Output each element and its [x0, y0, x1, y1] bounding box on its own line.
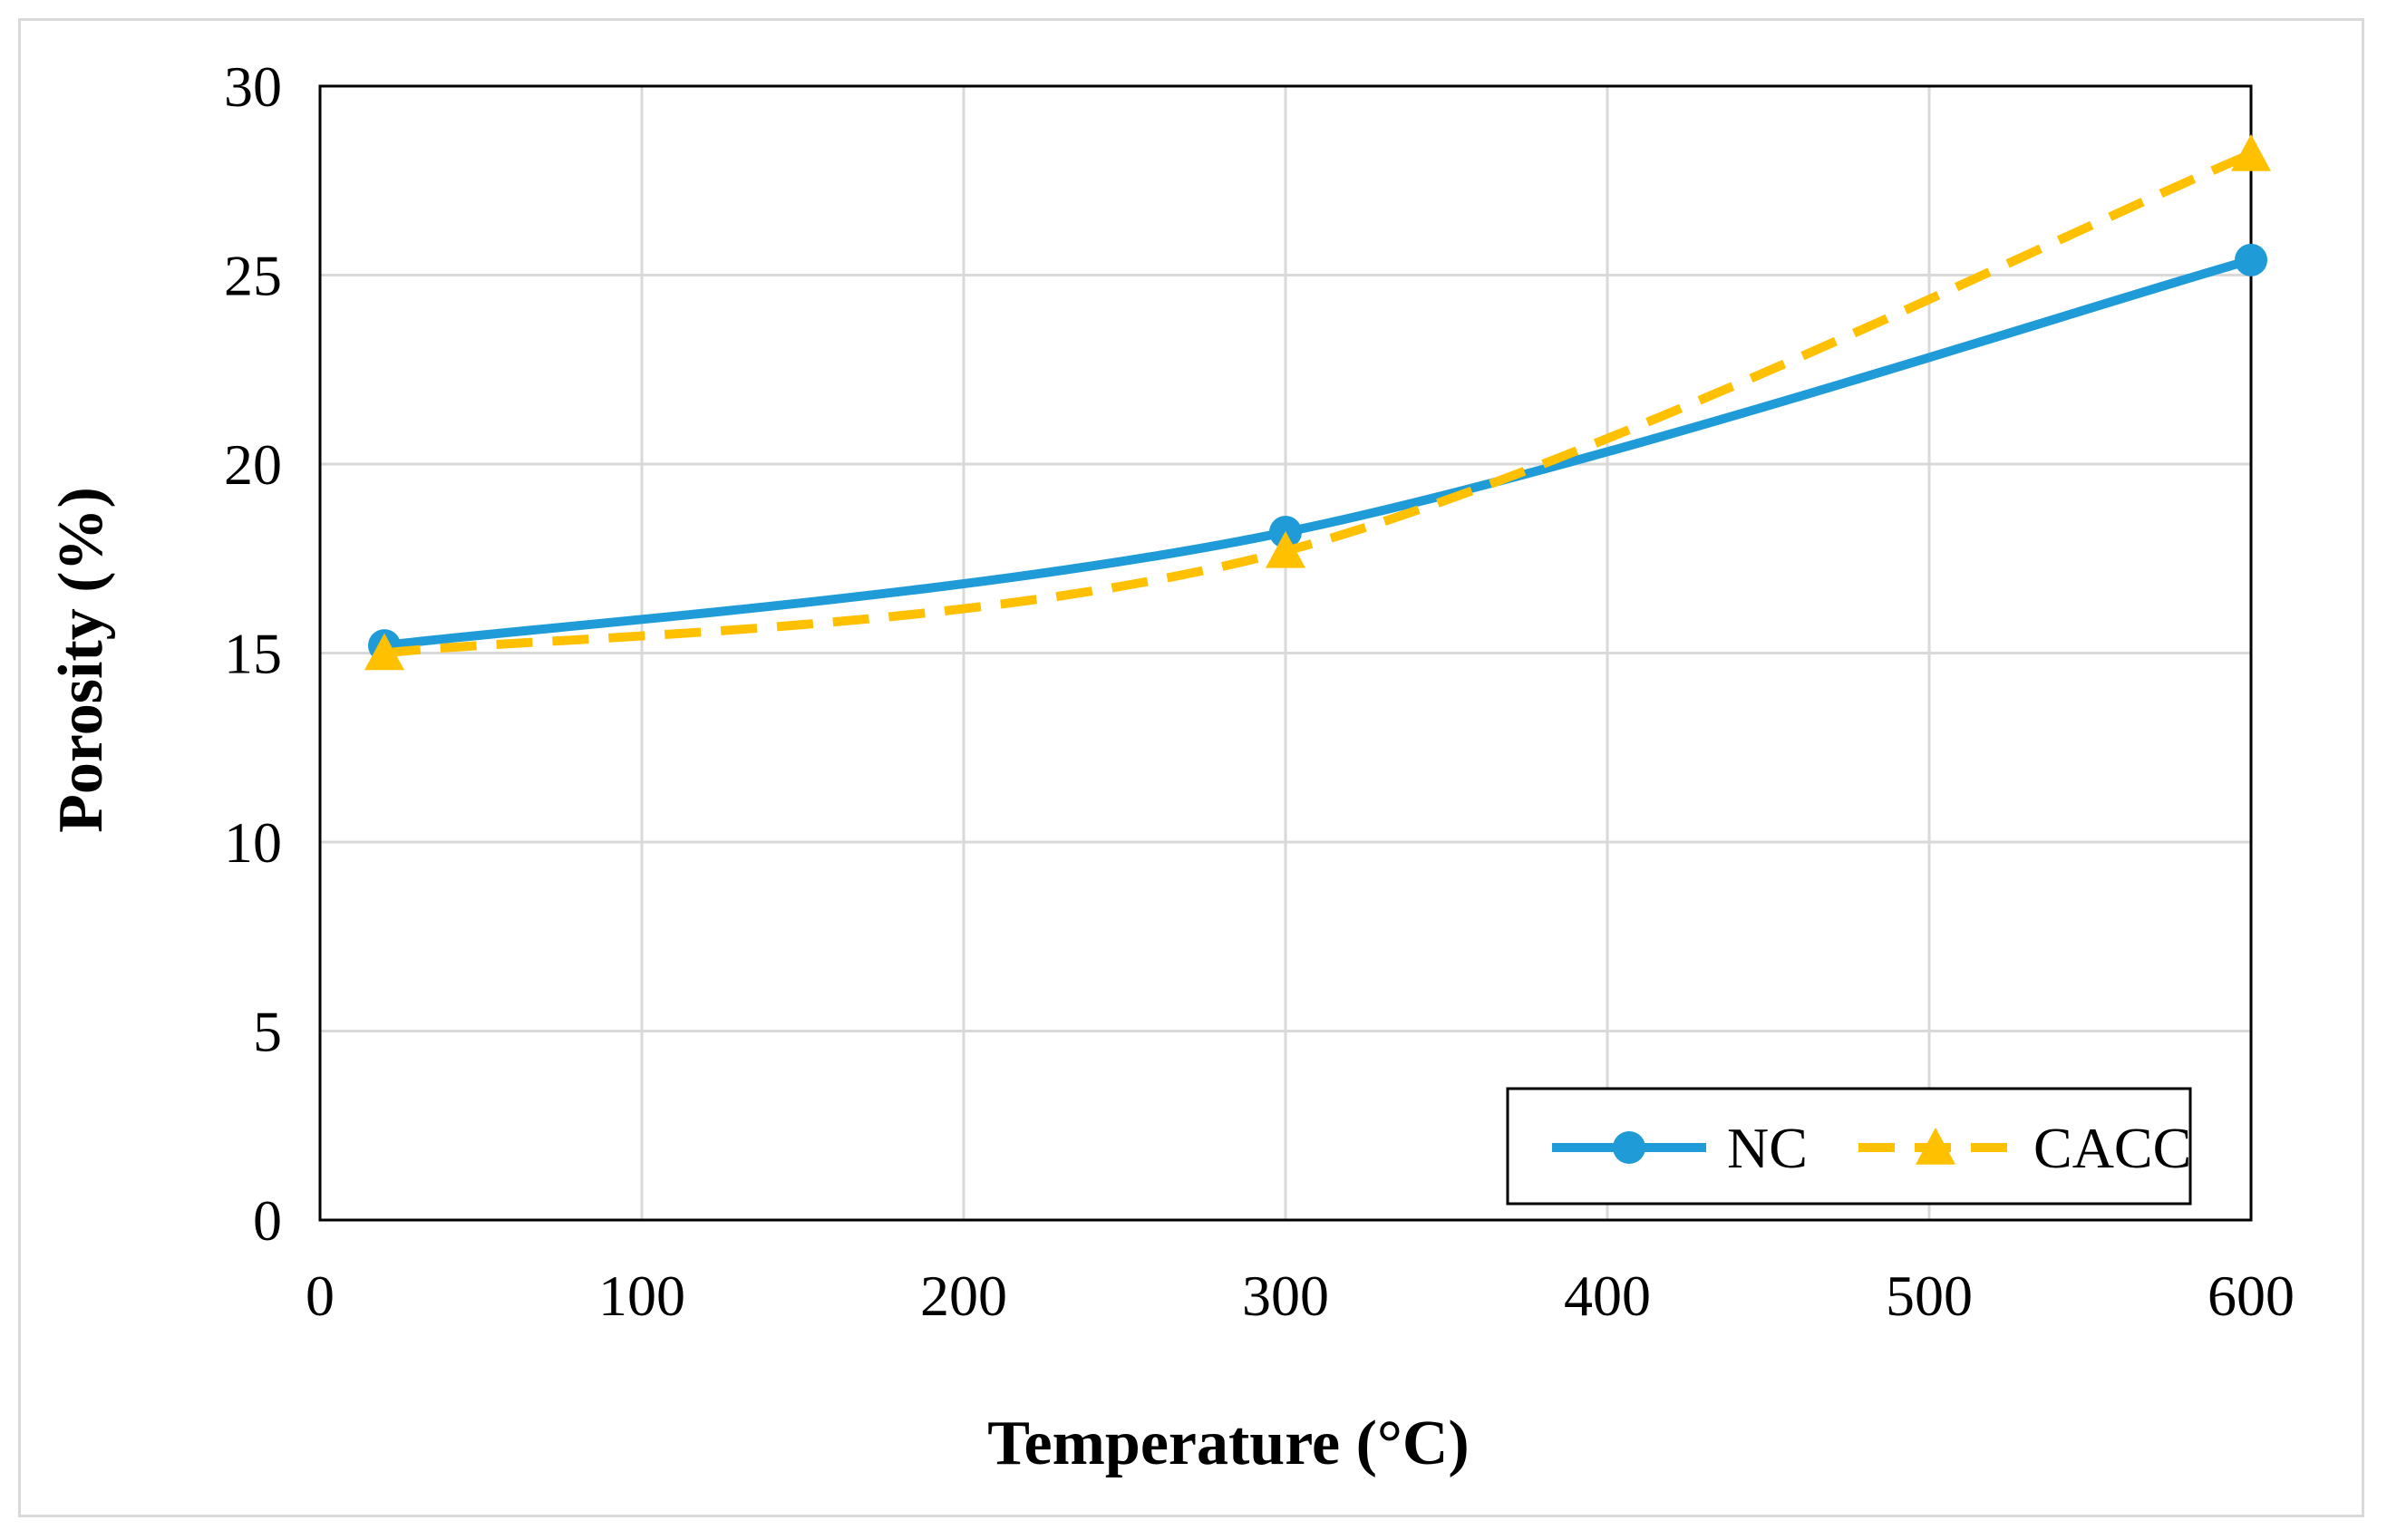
y-tick-label: 20: [224, 432, 282, 497]
x-tick-label: 500: [1886, 1264, 1973, 1328]
x-tick-label: 200: [920, 1264, 1007, 1328]
data-point-nc: [2235, 243, 2267, 276]
x-axis-title: Temperature (°C): [987, 1409, 1470, 1478]
plot-area-border: [318, 84, 2253, 1222]
y-tick-label: 10: [224, 810, 282, 875]
data-point-cacc: [364, 633, 404, 671]
series-nc: [368, 243, 2267, 663]
y-tick-label: 30: [224, 54, 282, 119]
legend-label-cacc: CACC: [2033, 1116, 2191, 1180]
legend-item-nc: NC: [1552, 1116, 1808, 1180]
y-tick-label: 15: [224, 622, 282, 686]
x-tick-label: 600: [2207, 1264, 2295, 1328]
x-tick-labels: 0 100 200 300 400 500 600: [306, 1264, 2295, 1328]
legend-marker-nc: [1613, 1131, 1645, 1164]
x-tick-label: 100: [598, 1264, 685, 1328]
axes: [318, 84, 2253, 1222]
chart-frame: [18, 18, 2364, 1517]
data-point-cacc: [2231, 134, 2271, 171]
legend-item-cacc: CACC: [1858, 1116, 2191, 1180]
series-line-cacc: [383, 150, 2253, 658]
gridlines: [320, 86, 2251, 1220]
x-tick-label: 0: [306, 1264, 335, 1328]
y-tick-labels: 0 5 10 15 20 25 30: [224, 54, 282, 1253]
legend: NC CACC: [1506, 1087, 2192, 1206]
y-tick-label: 25: [224, 244, 282, 308]
data-series: [364, 134, 2271, 671]
series-cacc: [364, 134, 2271, 671]
y-tick-label: 0: [253, 1188, 282, 1253]
series-line-nc: [380, 255, 2256, 651]
x-tick-label: 300: [1242, 1264, 1329, 1328]
legend-marker-cacc: [1916, 1128, 1955, 1165]
data-point-cacc: [1266, 530, 1305, 568]
x-tick-label: 400: [1564, 1264, 1651, 1328]
y-tick-label: 5: [253, 1000, 282, 1064]
y-axis-title: Porosity (%): [46, 487, 116, 833]
legend-label-nc: NC: [1727, 1116, 1808, 1180]
